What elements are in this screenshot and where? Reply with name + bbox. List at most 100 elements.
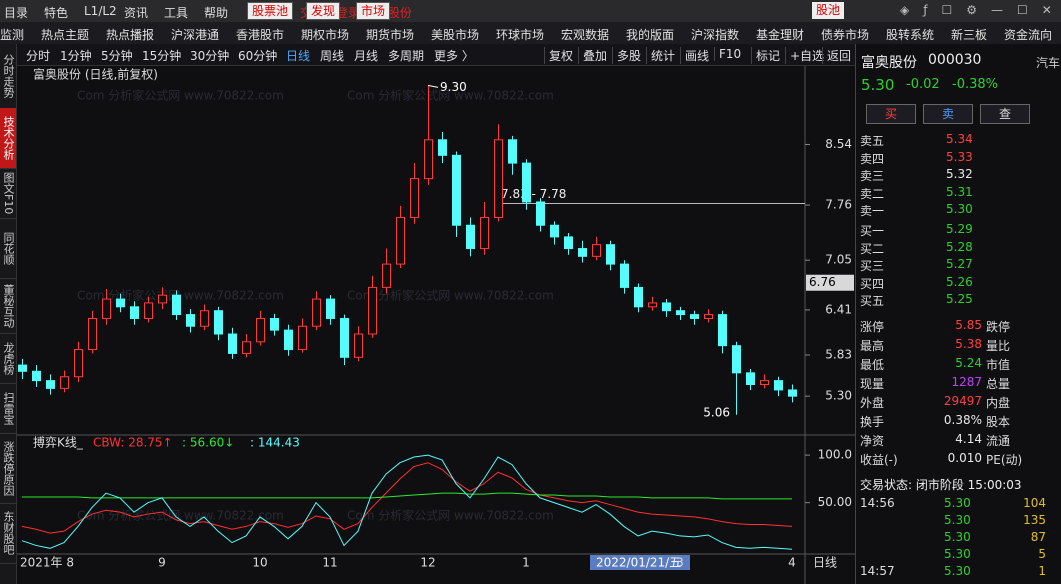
tool-button[interactable]: 多股 [612, 47, 641, 64]
menu-item[interactable]: 资讯 [124, 6, 149, 20]
top-button[interactable]: 股票池 [247, 2, 294, 20]
candle-body [326, 298, 335, 319]
book-price: 5.33 [946, 149, 973, 164]
trade-button[interactable]: 卖 [923, 104, 973, 124]
side-tab[interactable]: 图文F10 [0, 168, 16, 219]
period-item[interactable]: 60分钟 [238, 49, 278, 63]
stat-label: 内盘 [986, 396, 1011, 410]
stat-label: 涨停 [860, 320, 885, 334]
candle-body [116, 298, 125, 308]
watermark: Com 分析家公式网 www.70822.com [347, 88, 554, 103]
top-button[interactable]: 发现 [306, 2, 341, 20]
indicator-line [21, 454, 793, 550]
menu-item[interactable]: 工具 [164, 6, 189, 20]
tool-button[interactable]: F10 [714, 47, 741, 61]
candle-body [74, 349, 83, 378]
nav-item[interactable]: 股转系统 [886, 28, 935, 42]
top-button[interactable]: 市场 [356, 2, 391, 20]
stock-code: 000030 [928, 52, 982, 68]
candle-body [774, 380, 783, 391]
tool-button[interactable]: +自选 [785, 47, 824, 64]
toolbar-icons[interactable]: ◈ƒ☐⚙—☐✕ [900, 3, 1061, 17]
candle-body [298, 325, 307, 351]
candle-body [256, 317, 265, 343]
side-tab[interactable]: 东财股吧 [0, 503, 16, 564]
x-tick-label: 9 [158, 556, 166, 570]
menu-item[interactable]: L1/L2 [84, 4, 117, 18]
period-item[interactable]: 1分钟 [60, 49, 92, 63]
tick-volume: 1 [1038, 564, 1046, 578]
stock-name: 富奥股份 [861, 55, 917, 71]
period-item[interactable]: 分时 [26, 49, 51, 63]
tool-button[interactable]: 统计 [646, 47, 675, 64]
nav-item[interactable]: 热点主题 [41, 28, 90, 42]
x-tick-label: 2022/01/21/五 [596, 556, 681, 570]
watermark: Com 分析家公式网 www.70822.com [347, 288, 554, 303]
tool-button[interactable]: 复权 [544, 47, 573, 64]
side-tab[interactable]: 同花顺 [0, 218, 16, 279]
nav-item[interactable]: 美股市场 [431, 28, 480, 42]
nav-item[interactable]: 宏观数据 [561, 28, 610, 42]
side-tab[interactable]: 涨跌停原因 [0, 433, 16, 504]
candle-body [200, 310, 209, 327]
trade-button[interactable]: 买 [866, 104, 916, 124]
menu-item[interactable]: 目录 [4, 6, 29, 20]
last-price: 6.76 [809, 275, 836, 289]
nav-item[interactable]: 新三板 [951, 28, 988, 42]
tool-button[interactable]: 画线 [680, 47, 709, 64]
nav-item[interactable]: 资金流向 [1004, 28, 1053, 42]
candle-body [130, 306, 139, 319]
period-item[interactable]: 5分钟 [101, 49, 133, 63]
stat-value: 1287 [951, 375, 982, 389]
tool-button[interactable]: 叠加 [578, 47, 607, 64]
chart: 富奥股份 (日线,前复权) Com 分析家公式网 www.70822.com Com… [17, 66, 855, 584]
nav-item[interactable]: 沪深指数 [691, 28, 740, 42]
nav-item[interactable]: 沪深港通 [171, 28, 220, 42]
x-tick-label: 3 [676, 556, 684, 570]
nav-item[interactable]: 环球市场 [496, 28, 545, 42]
nav-item[interactable]: 期权市场 [301, 28, 350, 42]
candle-body [340, 317, 349, 358]
side-tab[interactable]: 龙虎榜 [0, 333, 16, 384]
nav-item[interactable]: 热点播报 [106, 28, 155, 42]
watermark: Com 分析家公式网 www.70822.com [77, 88, 284, 103]
period-item[interactable]: 月线 [354, 49, 379, 63]
period-item[interactable]: 周线 [320, 49, 345, 63]
nav-item[interactable]: 我的版面 [626, 28, 675, 42]
menu-item[interactable]: 特色 [44, 6, 69, 20]
nav-item[interactable]: 监测 [0, 28, 25, 42]
book-price: 5.31 [946, 184, 973, 199]
indicator-title: 搏弈K线_ [33, 435, 84, 450]
period-item[interactable]: 多周期 [388, 49, 425, 63]
tool-button[interactable]: 返回 [822, 47, 851, 64]
side-tab[interactable]: 技术分析 [0, 108, 16, 169]
side-tab[interactable]: 扫雷宝 [0, 383, 16, 434]
stock-pool-button[interactable]: 股池 [812, 2, 845, 19]
period-item[interactable]: 更多 〉 [434, 49, 474, 63]
candle-body [382, 263, 391, 288]
candle-body [522, 162, 531, 203]
nav-item[interactable]: 债券市场 [821, 28, 870, 42]
period-item[interactable]: 日线 [286, 49, 311, 63]
book-label: 卖一 [860, 204, 885, 219]
nav-item[interactable]: 香港股市 [236, 28, 285, 42]
book-label: 买三 [860, 259, 885, 274]
menu-item[interactable]: 帮助 [204, 6, 229, 20]
trade-button[interactable]: 查 [980, 104, 1030, 124]
period-item[interactable]: 30分钟 [190, 49, 230, 63]
side-tab[interactable]: 分时走势 [0, 44, 16, 109]
side-tab[interactable]: 董秘互动 [0, 278, 16, 334]
period-item[interactable]: 15分钟 [142, 49, 182, 63]
book-label: 买二 [860, 241, 885, 256]
cursor-date-bg [590, 555, 690, 570]
candle-body [676, 310, 685, 316]
candle-body [634, 286, 643, 308]
tool-button[interactable]: 标记 [751, 47, 780, 64]
stat-label: 净资 [860, 434, 885, 448]
nav-item[interactable]: 期货市场 [366, 28, 415, 42]
candle-body [424, 139, 433, 180]
stat-label: 外盘 [860, 396, 885, 410]
book-label: 买一 [860, 224, 885, 238]
nav-item[interactable]: 基金理财 [756, 28, 805, 42]
tick-time: 14:56 [860, 496, 895, 510]
